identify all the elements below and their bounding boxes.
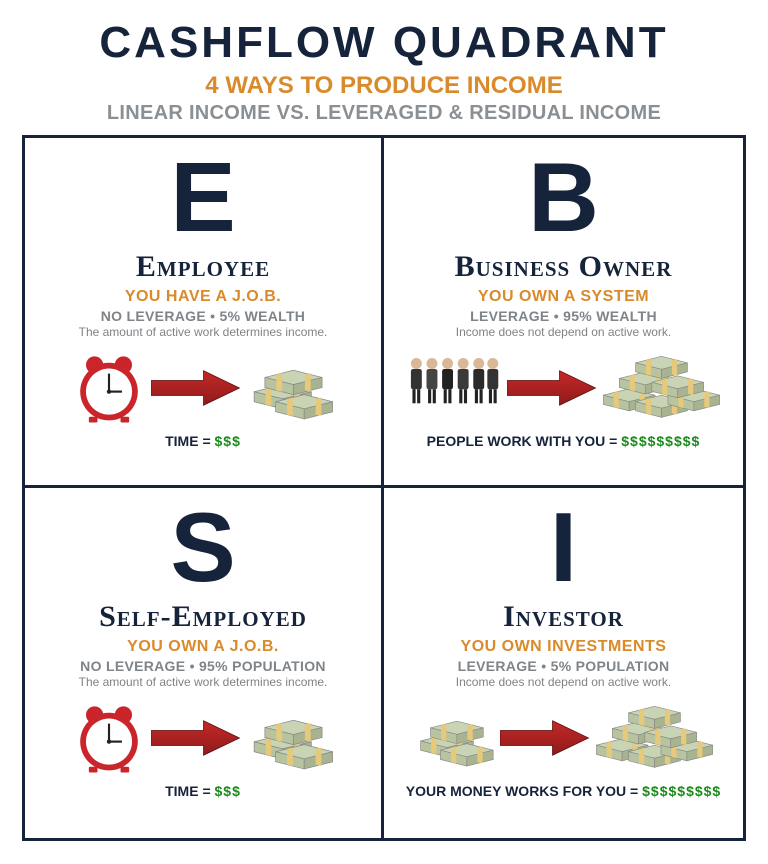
subtitle: 4 WAYS TO PRODUCE INCOME xyxy=(22,72,746,100)
equation-lhs: TIME = xyxy=(165,783,214,799)
quadrant-role: Business Owner xyxy=(455,250,673,284)
quadrant-equation: TIME = $$$ xyxy=(165,433,241,449)
quadrant-I: I Investor YOU OWN INVESTMENTS LEVERAGE … xyxy=(384,488,743,838)
money-small-icon xyxy=(414,708,493,767)
equation-dollars: $$$ xyxy=(215,433,241,449)
quadrant-letter: E xyxy=(170,148,235,246)
quadrant-flow xyxy=(407,349,720,427)
money-small-icon xyxy=(247,356,333,420)
quadrant-role: Employee xyxy=(136,250,270,284)
quadrant-stats: NO LEVERAGE • 95% POPULATION xyxy=(80,658,326,674)
quadrant-E: E Employee YOU HAVE A J.O.B. NO LEVERAGE… xyxy=(25,138,384,488)
quadrant-grid: E Employee YOU HAVE A J.O.B. NO LEVERAGE… xyxy=(22,135,746,841)
arrow-icon xyxy=(151,719,241,757)
quadrant-flow xyxy=(414,699,712,777)
equation-dollars: $$$$$$$$$ xyxy=(642,783,721,799)
quadrant-stats: LEVERAGE • 95% WEALTH xyxy=(470,308,657,324)
quadrant-tagline: YOU OWN A J.O.B. xyxy=(127,638,279,656)
quadrant-equation: PEOPLE WORK WITH YOU = $$$$$$$$$ xyxy=(427,433,701,449)
quadrant-letter: S xyxy=(170,498,235,596)
quadrant-tagline: YOU OWN A SYSTEM xyxy=(478,288,649,306)
main-title: CASHFLOW QUADRANT xyxy=(22,18,746,68)
quadrant-stats: LEVERAGE • 5% POPULATION xyxy=(458,658,670,674)
arrow-icon xyxy=(151,369,241,407)
equation-dollars: $$$$$$$$$ xyxy=(621,433,700,449)
quadrant-tagline: YOU HAVE A J.O.B. xyxy=(125,288,281,306)
people-icon xyxy=(407,354,501,421)
quadrant-stats: NO LEVERAGE • 5% WEALTH xyxy=(101,308,305,324)
arrow-icon xyxy=(500,719,590,757)
quadrant-letter: I xyxy=(550,498,577,596)
quadrant-role: Investor xyxy=(503,600,624,634)
quadrant-description: Income does not depend on active work. xyxy=(456,675,671,689)
money-small-icon xyxy=(247,706,333,770)
quadrant-letter: B xyxy=(528,148,599,246)
quadrant-description: Income does not depend on active work. xyxy=(456,325,671,339)
equation-lhs: TIME = xyxy=(165,433,214,449)
infographic-page: CASHFLOW QUADRANT 4 WAYS TO PRODUCE INCO… xyxy=(0,0,768,851)
arrow-icon xyxy=(507,369,597,407)
equation-dollars: $$$ xyxy=(215,783,241,799)
quadrant-description: The amount of active work determines inc… xyxy=(79,325,328,339)
subheading: LINEAR INCOME VS. LEVERAGED & RESIDUAL I… xyxy=(22,102,746,125)
quadrant-role: Self-Employed xyxy=(99,600,307,634)
quadrant-B: B Business Owner YOU OWN A SYSTEM LEVERA… xyxy=(384,138,743,488)
quadrant-tagline: YOU OWN INVESTMENTS xyxy=(461,638,667,656)
clock-icon xyxy=(73,352,145,424)
equation-lhs: PEOPLE WORK WITH YOU = xyxy=(427,433,622,449)
equation-lhs: YOUR MONEY WORKS FOR YOU = xyxy=(406,783,642,799)
money-large-icon xyxy=(596,696,713,780)
money-large-icon xyxy=(603,346,720,430)
quadrant-description: The amount of active work determines inc… xyxy=(79,675,328,689)
clock-icon xyxy=(73,702,145,774)
quadrant-equation: TIME = $$$ xyxy=(165,783,241,799)
quadrant-flow xyxy=(73,349,333,427)
quadrant-flow xyxy=(73,699,333,777)
quadrant-equation: YOUR MONEY WORKS FOR YOU = $$$$$$$$$ xyxy=(406,783,721,799)
quadrant-S: S Self-Employed YOU OWN A J.O.B. NO LEVE… xyxy=(25,488,384,838)
